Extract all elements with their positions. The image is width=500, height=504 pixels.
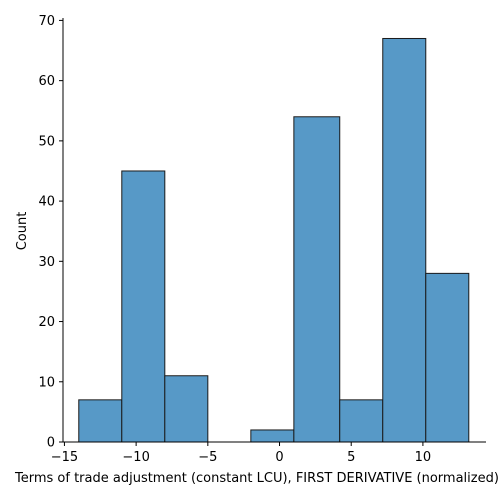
y-tick-label: 40 xyxy=(38,195,55,210)
y-tick-label: 20 xyxy=(38,315,55,330)
bars-group xyxy=(78,37,470,443)
histogram-bar-0 xyxy=(78,399,123,443)
y-tick-label: 0 xyxy=(47,436,55,451)
histogram-bar-7 xyxy=(382,37,427,443)
y-tick-label: 60 xyxy=(38,74,55,89)
x-axis-label: Terms of trade adjustment (constant LCU)… xyxy=(14,471,499,486)
histogram-bar-5 xyxy=(293,116,341,443)
x-tick-label: −5 xyxy=(198,450,217,465)
histogram-bar-2 xyxy=(164,375,209,443)
x-tick-label: 0 xyxy=(275,450,283,465)
x-tick-label: −10 xyxy=(122,450,149,465)
x-tick-label: 5 xyxy=(347,450,355,465)
histogram-bar-4 xyxy=(250,429,295,443)
y-tick-label: 70 xyxy=(38,14,55,29)
y-axis-label: Count xyxy=(15,212,30,251)
x-tick-label: 10 xyxy=(415,450,432,465)
y-tick-label: 50 xyxy=(38,134,55,149)
histogram-bar-6 xyxy=(339,399,384,443)
histogram-bar-8 xyxy=(425,272,470,443)
y-axis-ticks: 0 10 20 30 40 50 60 70 xyxy=(38,14,63,451)
x-axis-ticks: −15 −10 −5 0 5 10 xyxy=(51,442,431,465)
y-tick-label: 30 xyxy=(38,255,55,270)
y-tick-label: 10 xyxy=(38,375,55,390)
x-tick-label: −15 xyxy=(51,450,78,465)
histogram-bar-1 xyxy=(121,170,166,443)
